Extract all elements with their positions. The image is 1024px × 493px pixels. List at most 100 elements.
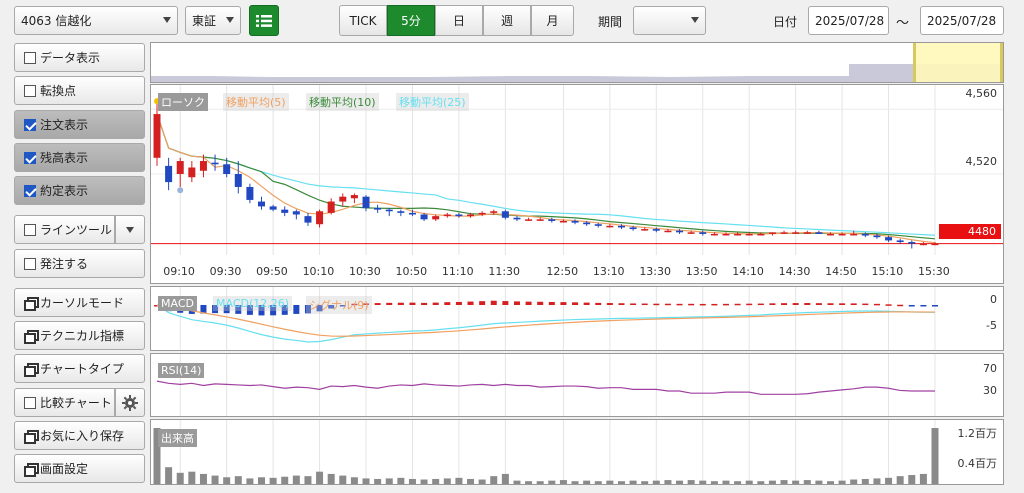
tab-tick[interactable]: TICK (339, 5, 387, 36)
candle (676, 230, 684, 233)
date-separator: ～ (896, 16, 910, 31)
execution-display-toggle[interactable]: 約定表示 (14, 176, 145, 205)
macd-histogram-bar (304, 305, 311, 314)
volume-bar (362, 478, 370, 484)
place-order-toggle[interactable]: 発注する (14, 249, 145, 278)
rsi-panel[interactable]: RSI(14) 70 30 (150, 353, 1004, 417)
position-display-toggle[interactable]: 残高表示 (14, 143, 145, 172)
volume-bar (536, 481, 544, 484)
macd-histogram-bar (606, 303, 613, 305)
volume-bar (176, 472, 184, 484)
candle (826, 233, 834, 236)
x-tick-label: 10:30 (349, 265, 381, 278)
date-label: 日付 (773, 15, 798, 29)
tab-day[interactable]: 日 (435, 5, 483, 36)
candle (757, 233, 765, 236)
tab-day-label: 日 (452, 14, 465, 28)
data-display-toggle[interactable]: データ表示 (14, 43, 145, 72)
candle (780, 232, 788, 234)
line-tool-dropdown[interactable] (115, 215, 145, 244)
volume-bar (165, 467, 173, 484)
line-tool-toggle[interactable]: ラインツール (14, 215, 115, 244)
macd-histogram-bar (781, 303, 788, 305)
list-button[interactable] (249, 5, 279, 36)
tab-month[interactable]: 月 (531, 5, 574, 36)
window-icon (24, 330, 39, 344)
candle (467, 214, 475, 217)
stock-select[interactable]: 4063 信越化 (14, 6, 178, 35)
compare-chart-toggle[interactable]: 比較チャート (14, 388, 115, 417)
macd-histogram-bar (351, 303, 358, 306)
macd-histogram-bar (455, 301, 462, 305)
save-favorite-button[interactable]: お気に入り保存 (14, 421, 145, 450)
candle (199, 161, 207, 171)
candle (699, 232, 707, 234)
candle (327, 201, 335, 213)
macd-histogram-bar (734, 303, 741, 306)
window-icon (24, 430, 39, 444)
x-tick-label: 09:50 (256, 265, 288, 278)
market-select[interactable]: 東証 (185, 6, 241, 35)
candle (490, 211, 498, 213)
volume-bar (908, 475, 916, 484)
candle (815, 232, 823, 234)
checkbox-icon (24, 84, 36, 97)
main-chart-panel[interactable]: ローソク 移動平均(5) 移動平均(10) 移動平均(25) 4,560 4,5… (150, 84, 1004, 284)
candle (919, 243, 927, 246)
macd-histogram-bar (618, 303, 625, 305)
turning-point-toggle[interactable]: 転換点 (14, 76, 145, 105)
current-price-tag: 4480 (939, 224, 1001, 239)
tab-week[interactable]: 週 (483, 5, 531, 36)
date-to-input[interactable]: 2025/07/28 (920, 6, 1004, 35)
legend-rsi: RSI(14) (158, 363, 205, 378)
candle (583, 222, 591, 225)
macd-histogram-bar (421, 302, 428, 305)
stock-select-value: 4063 信越化 (21, 14, 92, 28)
x-tick-label: 13:10 (592, 265, 625, 278)
compare-chart-label: 比較チャート (40, 396, 112, 410)
volume-bar (664, 480, 672, 484)
volume-bar (397, 477, 405, 484)
macd-histogram-bar (328, 305, 335, 309)
position-display-label: 残高表示 (40, 151, 89, 165)
candle (350, 195, 358, 199)
ma10-line (156, 113, 936, 240)
volume-bar (234, 476, 242, 484)
date-from-input[interactable]: 2025/07/28 (808, 6, 889, 35)
macd-histogram-bar (316, 305, 323, 312)
y-label-4520: 4,520 (965, 155, 998, 168)
candle (722, 233, 730, 236)
candle (594, 224, 602, 226)
macd-histogram-bar (908, 305, 915, 307)
line-tool-label: ラインツール (40, 223, 113, 237)
period-select[interactable] (633, 6, 706, 35)
macd-histogram-bar (200, 305, 207, 314)
macd-histogram-bar (525, 301, 532, 305)
volume-bar (316, 471, 324, 484)
compare-settings-button[interactable] (115, 388, 145, 417)
candle (850, 233, 858, 236)
screen-settings-button[interactable]: 画面設定 (14, 454, 145, 483)
overview-strip[interactable] (150, 42, 1004, 83)
macd-histogram-bar (479, 301, 486, 305)
order-display-toggle[interactable]: 注文表示 (14, 110, 145, 139)
macd-histogram-bar (560, 302, 567, 305)
tab-5min[interactable]: 5分 (387, 5, 435, 36)
candle (559, 220, 567, 223)
volume-bar (838, 480, 846, 484)
technical-button[interactable]: テクニカル指標 (14, 321, 145, 350)
volume-bar (188, 471, 196, 484)
candle (548, 219, 556, 221)
macd-panel[interactable]: MACD MACD(12,26) シグナル(9) 0 -5 (150, 286, 1004, 351)
volume-bar (432, 478, 440, 484)
overview-chart (151, 43, 1003, 82)
chart-type-button[interactable]: チャートタイプ (14, 354, 145, 383)
macd-histogram-bar (873, 303, 880, 306)
technical-label: テクニカル指標 (40, 329, 125, 343)
window-icon (24, 363, 39, 377)
volume-bar (931, 428, 939, 484)
macd-histogram-bar (246, 305, 253, 315)
volume-panel[interactable]: 出来高 1.2百万 0.4百万 (150, 419, 1004, 485)
cursor-mode-button[interactable]: カーソルモード (14, 288, 145, 317)
candle (188, 167, 196, 178)
